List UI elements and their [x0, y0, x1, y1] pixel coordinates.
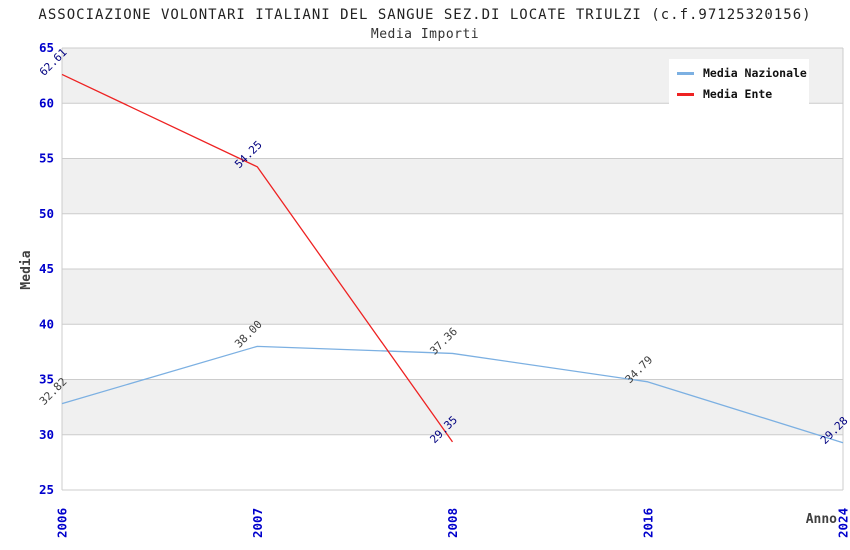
- legend-box: Media Nazionale Media Ente: [669, 59, 809, 108]
- y-tick-label: 45: [39, 261, 54, 276]
- x-tick-label: 2006: [55, 508, 70, 538]
- y-tick-label: 35: [39, 372, 54, 387]
- legend-item-media-nazionale: Media Nazionale: [677, 66, 807, 80]
- chart-title: ASSOCIAZIONE VOLONTARI ITALIANI DEL SANG…: [38, 7, 812, 23]
- x-tick-label: 2016: [640, 508, 655, 538]
- y-tick-label: 30: [39, 427, 54, 442]
- y-tick-label: 55: [39, 151, 54, 166]
- y-tick-label: 25: [39, 482, 54, 497]
- legend-label: Media Ente: [703, 87, 773, 101]
- plot-band: [62, 269, 843, 325]
- y-tick-label: 40: [39, 316, 54, 331]
- legend-item-media-ente: Media Ente: [677, 87, 799, 101]
- chart-subtitle: Media Importi: [370, 27, 480, 42]
- series-line-media-nazionale: [61, 345, 844, 444]
- y-tick-label: 60: [39, 95, 54, 110]
- x-tick-label: 2007: [250, 508, 265, 538]
- x-tick-label: 2024: [836, 508, 850, 538]
- y-axis-title: Media: [19, 250, 34, 289]
- plot-band: [62, 379, 843, 435]
- x-axis-title: Anno: [806, 512, 837, 527]
- x-tick-label: 2008: [445, 508, 460, 538]
- legend-line-swatch-ente: [677, 92, 694, 96]
- y-tick-label: 50: [39, 206, 54, 221]
- plot-band: [62, 103, 843, 159]
- legend-label: Media Nazionale: [703, 66, 807, 80]
- plot-band: [62, 158, 843, 214]
- plot-band: [62, 213, 843, 269]
- plot-band: [62, 324, 843, 380]
- y-tick-label: 65: [39, 40, 54, 55]
- series-line-media-ente: [61, 73, 454, 443]
- plot-band: [62, 434, 843, 490]
- legend-line-swatch-nazionale: [677, 71, 694, 75]
